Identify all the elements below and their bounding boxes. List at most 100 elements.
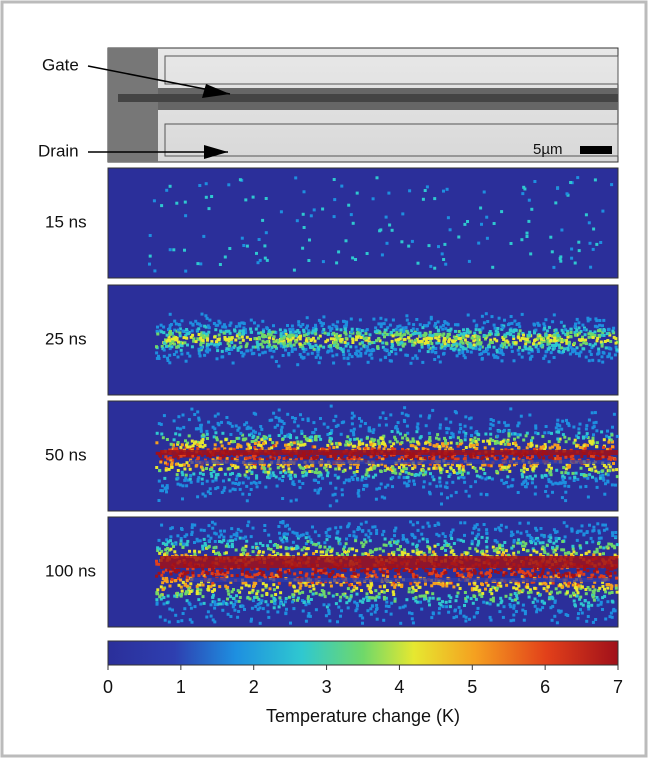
pixel bbox=[255, 592, 258, 595]
pixel bbox=[267, 471, 270, 474]
pixel bbox=[318, 471, 321, 474]
pixel bbox=[206, 337, 209, 340]
pixel bbox=[278, 456, 281, 459]
pixel bbox=[278, 596, 281, 599]
pixel bbox=[474, 480, 477, 483]
pixel bbox=[253, 321, 256, 324]
pixel bbox=[495, 470, 498, 473]
pixel bbox=[592, 553, 595, 556]
pixel bbox=[311, 352, 314, 355]
pixel bbox=[240, 445, 243, 448]
pixel bbox=[613, 413, 616, 416]
pixel bbox=[252, 599, 255, 602]
pixel bbox=[530, 442, 533, 445]
pixel bbox=[308, 239, 311, 242]
pixel bbox=[155, 560, 158, 563]
pixel bbox=[599, 546, 602, 549]
pixel bbox=[606, 332, 609, 335]
pixel bbox=[337, 250, 340, 253]
pixel bbox=[231, 482, 234, 485]
pixel bbox=[291, 600, 294, 603]
pixel bbox=[252, 196, 255, 199]
pixel bbox=[611, 483, 614, 486]
pixel bbox=[237, 473, 240, 476]
pixel bbox=[563, 325, 566, 328]
pixel bbox=[544, 318, 547, 321]
pixel bbox=[335, 326, 338, 329]
pixel bbox=[201, 482, 204, 485]
pixel bbox=[534, 431, 537, 434]
pixel bbox=[286, 447, 289, 450]
pixel bbox=[276, 485, 279, 488]
pixel bbox=[464, 356, 467, 359]
pixel bbox=[211, 521, 214, 524]
pixel bbox=[370, 353, 373, 356]
pixel bbox=[199, 472, 202, 475]
pixel bbox=[566, 347, 569, 350]
pixel bbox=[480, 493, 483, 496]
pixel bbox=[476, 611, 479, 614]
pixel bbox=[351, 328, 354, 331]
pixel bbox=[221, 444, 224, 447]
pixel bbox=[494, 570, 497, 573]
pixel bbox=[394, 527, 397, 530]
pixel bbox=[482, 350, 485, 353]
pixel bbox=[374, 611, 377, 614]
pixel bbox=[335, 261, 338, 264]
pixel bbox=[274, 345, 277, 348]
pixel bbox=[510, 329, 513, 332]
pixel bbox=[155, 441, 158, 444]
pixel bbox=[489, 602, 492, 605]
pixel bbox=[311, 464, 314, 467]
pixel bbox=[260, 343, 263, 346]
pixel bbox=[318, 361, 321, 364]
pixel bbox=[351, 422, 354, 425]
pixel bbox=[436, 333, 439, 336]
pixel bbox=[189, 618, 192, 621]
pixel bbox=[270, 572, 273, 575]
pixel bbox=[284, 612, 287, 615]
pixel bbox=[181, 546, 184, 549]
pixel bbox=[262, 330, 265, 333]
pixel bbox=[486, 335, 489, 338]
pixel bbox=[314, 571, 317, 574]
pixel bbox=[279, 591, 282, 594]
pixel bbox=[213, 607, 216, 610]
pixel bbox=[204, 444, 207, 447]
pixel bbox=[348, 353, 351, 356]
pixel bbox=[242, 333, 245, 336]
pixel bbox=[556, 621, 559, 624]
pixel bbox=[182, 330, 185, 333]
pixel bbox=[406, 476, 409, 479]
pixel bbox=[179, 579, 182, 582]
pixel bbox=[349, 345, 352, 348]
pixel bbox=[186, 445, 189, 448]
pixel bbox=[458, 431, 461, 434]
pixel bbox=[205, 616, 208, 619]
pixel bbox=[489, 433, 492, 436]
pixel bbox=[309, 538, 312, 541]
pixel bbox=[352, 534, 355, 537]
pixel bbox=[416, 544, 419, 547]
pixel bbox=[221, 350, 224, 353]
pixel bbox=[346, 553, 349, 556]
pixel bbox=[160, 433, 163, 436]
pixel bbox=[181, 443, 184, 446]
pixel bbox=[457, 592, 460, 595]
pixel bbox=[389, 413, 392, 416]
pixel bbox=[273, 588, 276, 591]
pixel bbox=[397, 421, 400, 424]
pixel bbox=[433, 444, 436, 447]
pixel bbox=[593, 466, 596, 469]
pixel bbox=[203, 538, 206, 541]
pixel bbox=[333, 341, 336, 344]
pixel bbox=[365, 533, 368, 536]
pixel bbox=[237, 528, 240, 531]
pixel bbox=[455, 345, 458, 348]
pixel bbox=[280, 431, 283, 434]
pixel bbox=[529, 536, 532, 539]
pixel bbox=[408, 590, 411, 593]
pixel bbox=[570, 328, 573, 331]
pixel bbox=[359, 354, 362, 357]
pixel bbox=[220, 421, 223, 424]
